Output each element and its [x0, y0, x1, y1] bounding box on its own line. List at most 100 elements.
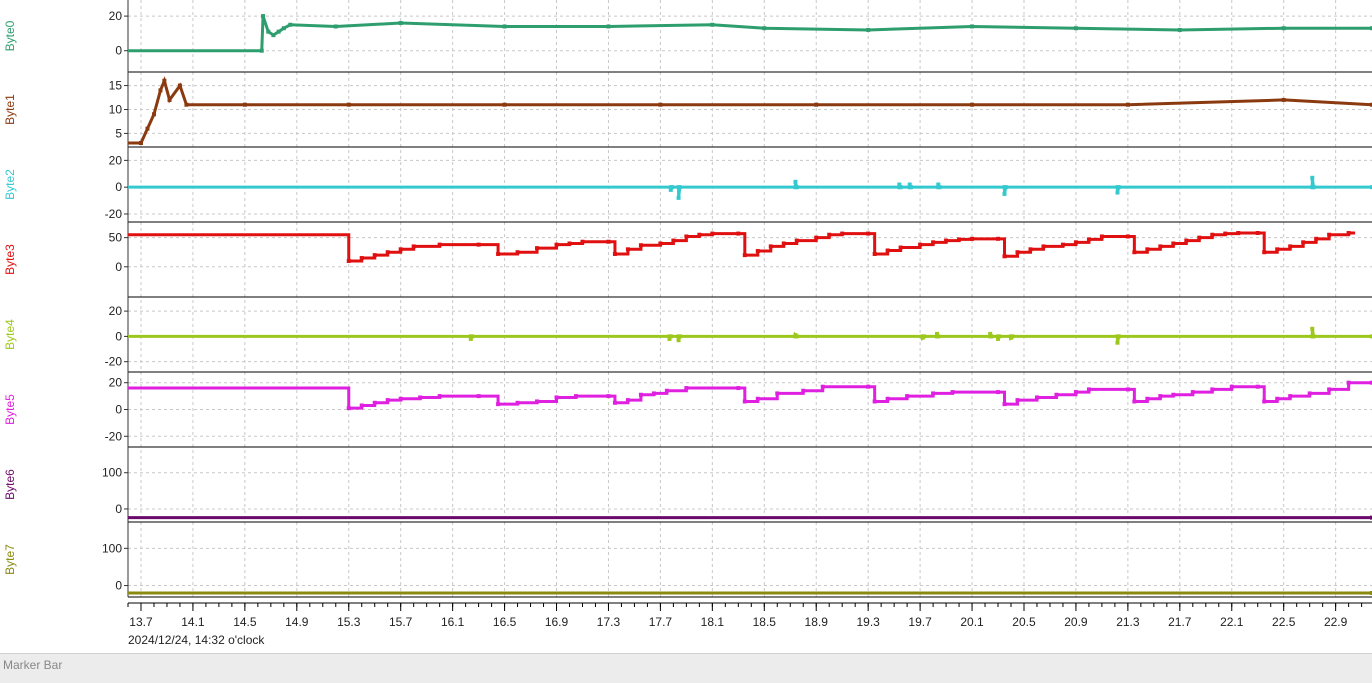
data-point [535, 399, 540, 404]
x-tick-label: 22.9 [1324, 615, 1348, 629]
data-point [1310, 326, 1315, 331]
data-point [1028, 247, 1033, 252]
data-point [668, 334, 673, 339]
data-point [794, 185, 799, 190]
data-point [261, 14, 266, 19]
data-point [697, 232, 702, 237]
x-tick-label: 17.3 [597, 615, 621, 629]
data-point [1132, 250, 1137, 255]
x-tick-label: 18.5 [753, 615, 777, 629]
data-point [1116, 185, 1121, 190]
data-point [1327, 387, 1332, 392]
data-point [931, 240, 936, 245]
data-point [1015, 250, 1020, 255]
data-point [1275, 396, 1280, 401]
data-point [281, 26, 286, 31]
data-point [151, 112, 156, 117]
marker-bar[interactable]: Marker Bar [0, 653, 1372, 683]
data-point [684, 386, 689, 391]
data-point [1223, 231, 1228, 236]
data-point [346, 102, 351, 107]
data-point [970, 102, 975, 107]
data-point [638, 392, 643, 397]
data-point [768, 244, 773, 249]
data-point [1255, 230, 1260, 235]
x-tick-label: 18.1 [701, 615, 725, 629]
data-point [827, 232, 832, 237]
data-point [1236, 230, 1241, 235]
data-point [468, 336, 473, 341]
data-point [934, 331, 939, 336]
series-line-byte5 [128, 381, 1372, 410]
data-point [145, 126, 150, 131]
channel-label-byte0: Byte0 [3, 20, 17, 51]
x-tick-label: 14.1 [181, 615, 205, 629]
data-point [988, 331, 993, 336]
data-point [1281, 26, 1286, 31]
data-point [158, 88, 163, 93]
data-point [936, 182, 941, 187]
data-point [670, 185, 675, 190]
data-point [1311, 334, 1316, 339]
data-point [1307, 391, 1312, 396]
data-point [162, 78, 167, 83]
data-point [167, 97, 172, 102]
data-point [1086, 387, 1091, 392]
x-tick-label: 15.7 [389, 615, 413, 629]
data-point [502, 102, 507, 107]
x-tick-label: 20.5 [1012, 615, 1036, 629]
y-tick-label: 10 [109, 103, 123, 117]
data-point [676, 195, 681, 200]
chart: 0 20 Byte0 5 10 15 Byte1 -20 0 20 Byte2 0 50 Byte3 -20… [3, 0, 1372, 629]
data-point [1311, 185, 1316, 190]
data-point [385, 398, 390, 403]
data-point [437, 242, 442, 247]
data-point [496, 402, 501, 407]
data-point [1099, 234, 1104, 239]
data-point [664, 388, 669, 393]
data-point [333, 24, 338, 29]
data-point [1370, 185, 1372, 190]
x-tick-label: 16.1 [441, 615, 465, 629]
x-tick-label: 18.9 [805, 615, 829, 629]
data-point [372, 253, 377, 258]
data-point [710, 22, 715, 27]
data-point [840, 231, 845, 236]
x-tick-label: 20.9 [1064, 615, 1088, 629]
data-point [1086, 237, 1091, 242]
data-point [398, 21, 403, 26]
data-point [710, 231, 715, 236]
data-point [1262, 399, 1267, 404]
channel-label-byte1: Byte1 [3, 94, 17, 125]
data-point [1197, 235, 1202, 240]
y-tick-label: 0 [115, 579, 122, 593]
data-point [1288, 394, 1293, 399]
data-point [755, 396, 760, 401]
y-tick-label: 100 [102, 541, 122, 555]
data-point [937, 185, 942, 190]
data-point [1370, 515, 1372, 520]
data-point [1310, 175, 1315, 180]
y-tick-label: -20 [105, 429, 123, 443]
data-point [1229, 384, 1234, 389]
data-point [567, 241, 572, 246]
y-tick-label: 0 [115, 403, 122, 417]
data-point [1010, 334, 1015, 339]
data-point [554, 242, 559, 247]
y-tick-label: 0 [115, 329, 122, 343]
data-point [1132, 399, 1137, 404]
data-point [1015, 398, 1020, 403]
data-point [907, 182, 912, 187]
channel-label-byte4: Byte4 [3, 319, 17, 350]
data-point [970, 236, 975, 241]
data-point [905, 394, 910, 399]
data-point [1370, 26, 1372, 31]
data-point [762, 26, 767, 31]
x-tick-label: 15.3 [337, 615, 361, 629]
channel-label-byte3: Byte3 [3, 244, 17, 275]
data-point [1210, 232, 1215, 237]
data-point [931, 391, 936, 396]
data-point [898, 245, 903, 250]
data-point [866, 231, 871, 236]
data-point [411, 244, 416, 249]
